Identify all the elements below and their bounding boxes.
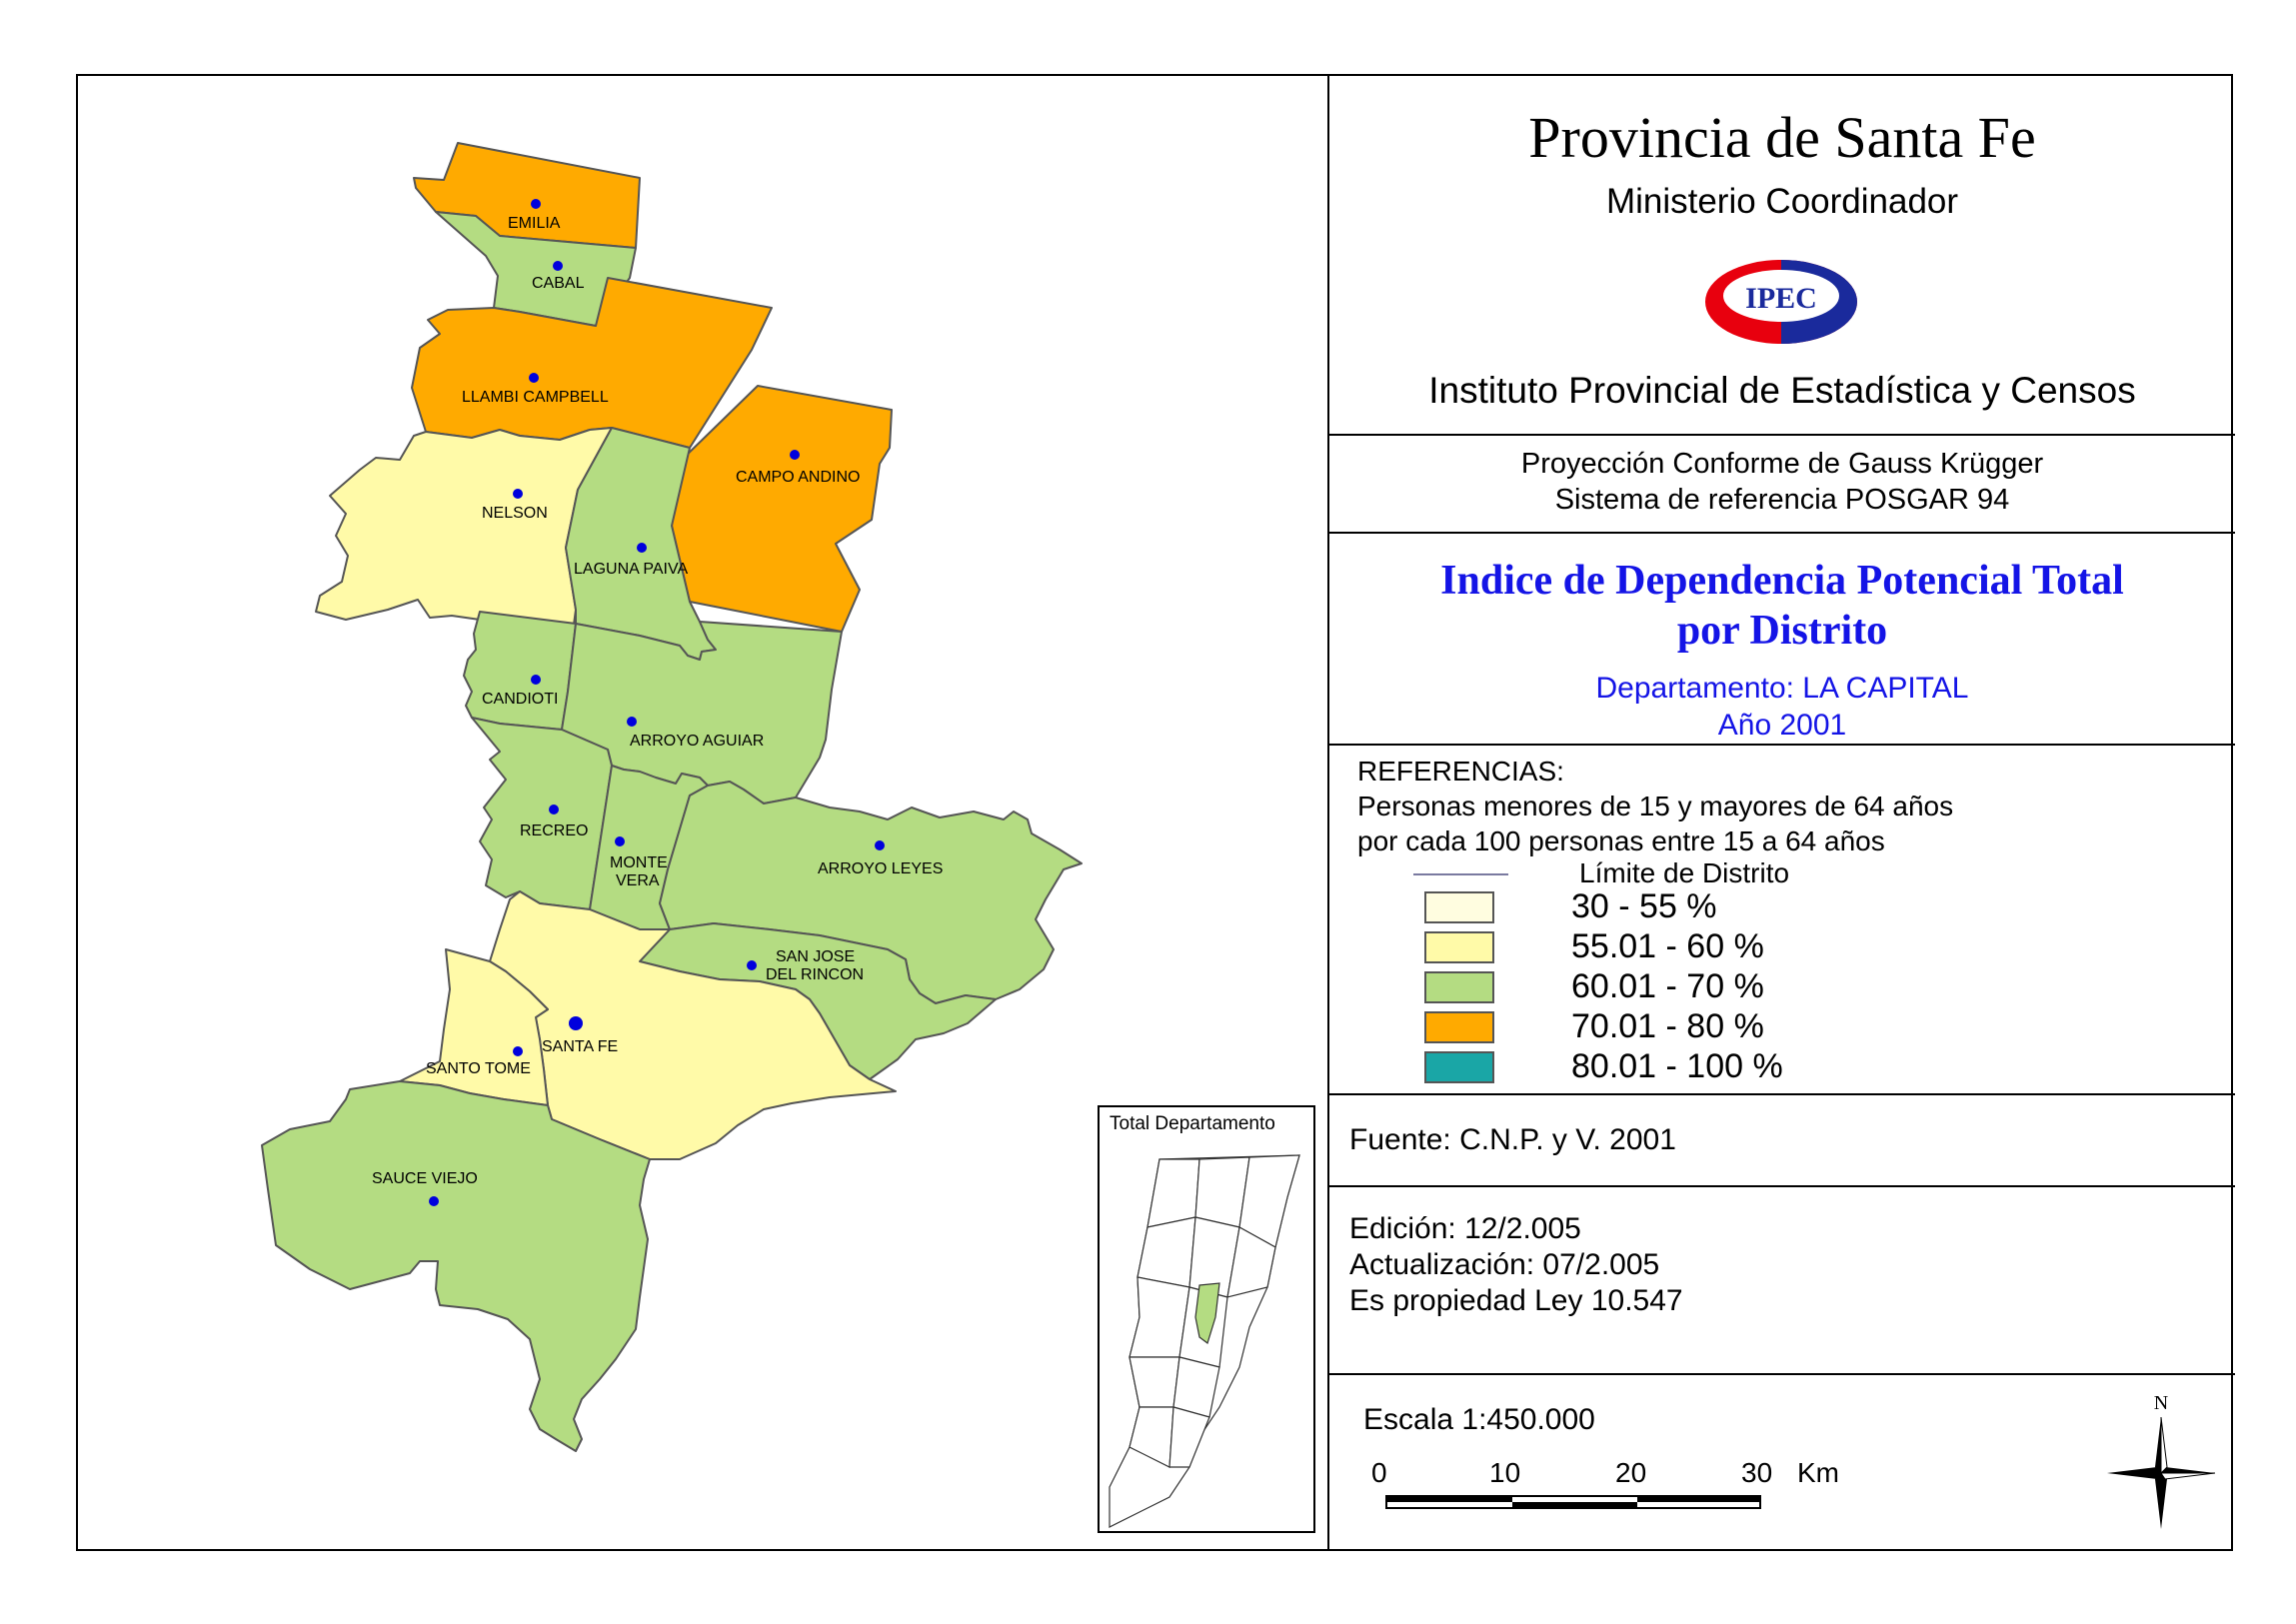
map-title: Indice de Dependencia Potencial Total po… (1329, 556, 2235, 656)
label-laguna-paiva: LAGUNA PAIVA (574, 561, 688, 578)
ministerio-label: Ministerio Coordinador (1605, 182, 1959, 221)
label-santa-fe: SANTA FE (542, 1038, 618, 1055)
divider (1329, 1373, 2235, 1375)
scale-tick-10: 10 (1489, 1457, 1521, 1488)
dot-san-jose-del-rincon (747, 960, 757, 970)
scale-tick-20: 20 (1615, 1457, 1647, 1488)
legend-swatch-4 (1424, 1011, 1494, 1043)
legend-label-4: 70.01 - 80 % (1571, 1007, 1764, 1045)
label-cabal: CABAL (532, 275, 585, 292)
district-points (429, 199, 885, 1206)
source-label: Fuente: C.N.P. y V. 2001 (1349, 1123, 1676, 1156)
district-boundary-symbol (1413, 873, 1508, 875)
page-title: Provincia de Santa Fe (1528, 105, 2036, 170)
district-emilia (413, 142, 641, 249)
district-recreo (471, 717, 613, 910)
scale-unit: Km (1797, 1457, 1839, 1488)
label-santo-tome: SANTO TOME (426, 1060, 531, 1077)
label-emilia: EMILIA (508, 215, 561, 232)
dot-recreo (549, 805, 559, 814)
label-candioti: CANDIOTI (482, 691, 558, 708)
label-sauce-viejo: SAUCE VIEJO (372, 1170, 478, 1187)
dot-nelson (513, 489, 523, 499)
divider (1329, 532, 2235, 534)
dot-campo-andino (790, 450, 800, 460)
dot-emilia (531, 199, 541, 209)
references-desc1: Personas menores de 15 y mayores de 64 a… (1357, 791, 1954, 821)
dot-arroyo-aguiar (627, 717, 637, 727)
info-panel: Provincia de Santa Fe Ministerio Coordin… (1327, 74, 2235, 1551)
label-recreo: RECREO (520, 822, 588, 839)
inset-province-outline (1109, 1154, 1300, 1528)
references-text: REFERENCIAS: Personas menores de 15 y ma… (1357, 754, 1953, 858)
dot-arroyo-leyes (875, 840, 885, 850)
north-arrow-icon: N (2107, 1392, 2216, 1529)
propiedad-label: Es propiedad Ley 10.547 (1349, 1284, 1683, 1317)
legend-swatch-1 (1424, 891, 1494, 923)
legend-swatch-2 (1424, 931, 1494, 963)
dot-santa-fe (569, 1016, 583, 1030)
ipec-logo: IPEC (1705, 260, 1857, 344)
label-arroyo-leyes: ARROYO LEYES (818, 860, 943, 877)
dot-santo-tome (513, 1046, 523, 1056)
legend-label-5: 80.01 - 100 % (1571, 1047, 1783, 1085)
map-frame (76, 74, 2233, 1551)
inset-highlight-la-capital (1194, 1282, 1220, 1344)
label-monte: MONTE (610, 854, 668, 871)
divider (1329, 434, 2235, 436)
svg-text:N: N (2154, 1392, 2168, 1414)
dot-llambi-campbell (529, 373, 539, 383)
scale-tick-0: 0 (1371, 1457, 1387, 1488)
svg-text:IPEC: IPEC (1745, 282, 1817, 315)
label-llambi-campbell: LLAMBI CAMPBELL (462, 389, 609, 406)
district-nelson (315, 427, 613, 641)
district-labels: EMILIA CABAL LLAMBI CAMPBELL CAMPO ANDIN… (372, 215, 943, 1187)
references-heading: REFERENCIAS: (1357, 756, 1564, 787)
district-boundary-label: Límite de Distrito (1579, 857, 1790, 888)
scale-bar (1385, 1495, 1761, 1509)
scale-label: Escala 1:450.000 (1363, 1403, 1595, 1436)
inset-map: Total Departamento (1098, 1105, 1315, 1533)
district-map: EMILIA CABAL LLAMBI CAMPBELL CAMPO ANDIN… (261, 142, 1083, 1452)
legend-swatch-3 (1424, 971, 1494, 1003)
dot-laguna-paiva (637, 543, 647, 553)
anio-label: Año 2001 (1717, 709, 1847, 742)
edition-block: Edición: 12/2.005 Actualización: 07/2.00… (1349, 1211, 1683, 1319)
label-vera: VERA (616, 872, 660, 889)
dot-cabal (553, 261, 563, 271)
district-sauce-viejo (261, 1080, 651, 1452)
legend-label-3: 60.01 - 70 % (1571, 967, 1764, 1005)
label-campo-andino: CAMPO ANDINO (736, 469, 860, 486)
district-candioti (463, 611, 577, 731)
edicion-label: Edición: 12/2.005 (1349, 1212, 1581, 1245)
actualizacion-label: Actualización: 07/2.005 (1349, 1248, 1660, 1281)
label-arroyo-aguiar: ARROYO AGUIAR (630, 733, 764, 750)
dot-sauce-viejo (429, 1196, 439, 1206)
label-san-jose: SAN JOSE (776, 948, 855, 965)
map-title-line1: Indice de Dependencia Potencial Total (1440, 558, 2124, 604)
inset-label: Total Departamento (1110, 1113, 1275, 1134)
legend-label-1: 30 - 55 % (1571, 887, 1717, 925)
label-del-rincon: DEL RINCON (766, 966, 864, 983)
references-desc2: por cada 100 personas entre 15 a 64 años (1357, 825, 1885, 856)
dot-candioti (531, 675, 541, 685)
departamento-label: Departamento: LA CAPITAL (1595, 672, 1969, 705)
scale-tick-30: 30 (1741, 1457, 1773, 1488)
projection-line1: Proyección Conforme de Gauss Krügger (1520, 448, 2044, 480)
map-title-line2: por Distrito (1676, 608, 1888, 654)
instituto-label: Instituto Provincial de Estadística y Ce… (1428, 370, 2136, 411)
label-nelson: NELSON (482, 505, 548, 522)
departamento-block: Departamento: LA CAPITAL Año 2001 (1329, 670, 2235, 744)
divider (1329, 744, 2235, 746)
divider (1329, 1093, 2235, 1095)
divider (1329, 1185, 2235, 1187)
projection-line2: Sistema de referencia POSGAR 94 (1554, 484, 2010, 516)
legend-label-2: 55.01 - 60 % (1571, 927, 1764, 965)
legend-swatch-5 (1424, 1051, 1494, 1083)
dot-monte-vera (615, 836, 625, 846)
